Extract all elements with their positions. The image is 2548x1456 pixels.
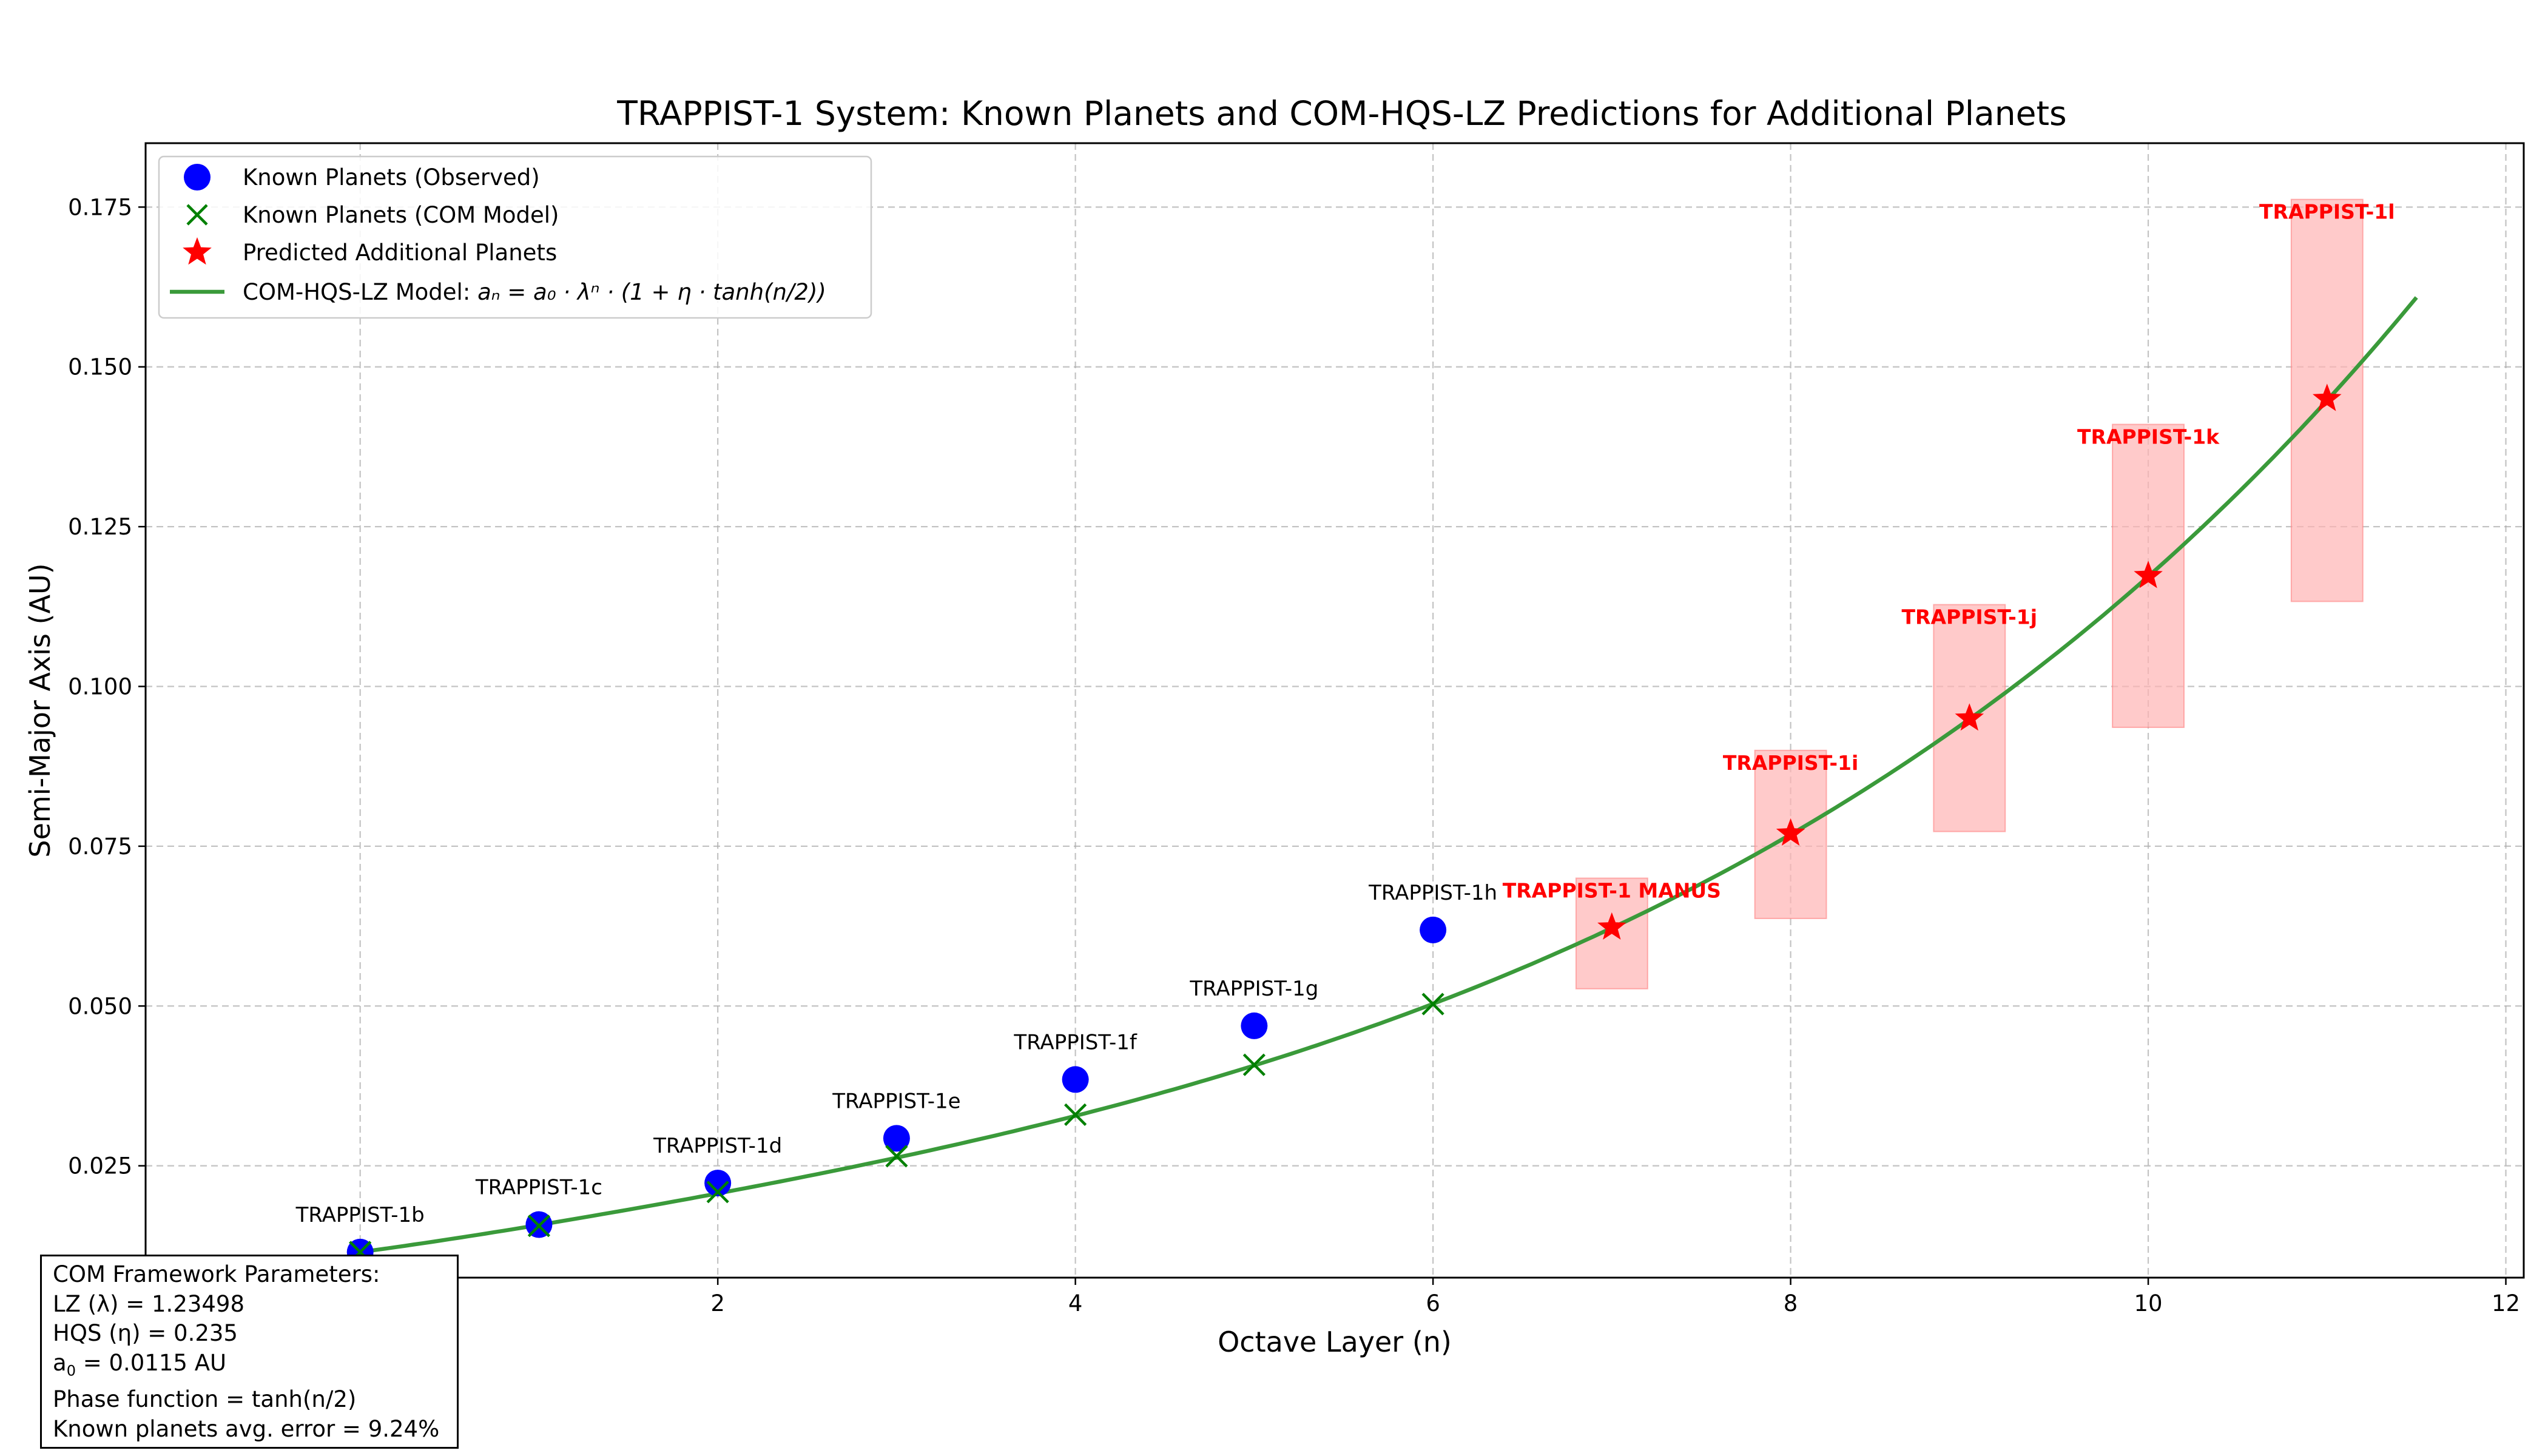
planet-label: TRAPPIST-1e (832, 1089, 960, 1113)
y-tick-label: 0.050 (68, 993, 132, 1019)
parameter-hqs: HQS (η) = 0.235 (53, 1320, 238, 1346)
predicted-planet-star (1955, 703, 1984, 731)
model-planet-marker (527, 1215, 551, 1238)
predicted-planet-star (1776, 818, 1805, 846)
predicted-planet-label: TRAPPIST-1 MANUS (1503, 879, 1721, 903)
planet-label: TRAPPIST-1f (1013, 1030, 1137, 1054)
axis-ticks: 0246810120.0250.0500.0750.1000.1250.1500… (68, 194, 2520, 1316)
legend-label: Predicted Additional Planets (243, 240, 557, 266)
x-tick-label: 12 (2492, 1290, 2520, 1316)
parameter-a0: a0 = 0.0115 AU (53, 1349, 446, 1386)
data-markers (346, 383, 2342, 1266)
parameter-lz: LZ (λ) = 1.23498 (53, 1290, 245, 1317)
legend-box (158, 155, 872, 319)
predicted-planet-star (2313, 383, 2342, 411)
predicted-planet-label: TRAPPIST-1l (2259, 200, 2395, 224)
y-tick-label: 0.125 (68, 514, 132, 540)
legend-predicted-icon (183, 237, 212, 265)
planet-label: TRAPPIST-1b (295, 1203, 425, 1227)
y-axis-label: Semi-Major Axis (AU) (24, 563, 56, 857)
planet-label: TRAPPIST-1d (653, 1134, 782, 1158)
legend-label: COM-HQS-LZ Model: aₙ = a₀ · λⁿ · (1 + η … (243, 279, 826, 305)
observed-planet-point (704, 1170, 732, 1197)
y-tick-label: 0.075 (68, 834, 132, 860)
legend-model-icon (186, 204, 208, 226)
observed-planet-point (1420, 916, 1447, 943)
legend-formula: aₙ = a₀ · λⁿ · (1 + η · tanh(n/2)) (477, 279, 826, 305)
parameter-error: Known planets avg. error = 9.24% (53, 1415, 440, 1442)
model-planet-marker (1421, 993, 1444, 1016)
predicted-planet-label: TRAPPIST-1i (1723, 751, 1859, 775)
y-tick-label: 0.100 (68, 673, 132, 699)
x-tick-label: 6 (1426, 1290, 1440, 1316)
chart-title: TRAPPIST-1 System: Known Planets and COM… (616, 94, 2066, 133)
y-tick-label: 0.025 (68, 1153, 132, 1179)
legend-label: Known Planets (Observed) (243, 164, 540, 190)
predicted-planet-star (1597, 912, 1626, 940)
x-tick-label: 4 (1068, 1290, 1083, 1316)
parameters-box: COM Framework Parameters: LZ (λ) = 1.234… (40, 1255, 459, 1449)
observed-planet-point (1241, 1012, 1268, 1039)
observed-planet-point (883, 1125, 910, 1152)
x-tick-label: 10 (2134, 1290, 2163, 1316)
legend: Known Planets (Observed) Known Planets (C… (158, 155, 872, 319)
parameter-a0-value: = 0.0115 AU (75, 1349, 227, 1376)
planet-label: TRAPPIST-1h (1368, 881, 1497, 905)
y-tick-label: 0.150 (68, 354, 132, 380)
legend-observed-icon (184, 164, 211, 190)
model-planet-marker (706, 1181, 729, 1204)
predicted-planet-label: TRAPPIST-1k (2077, 425, 2220, 449)
observed-planet-point (1062, 1066, 1089, 1093)
model-planet-marker (1064, 1103, 1087, 1126)
parameter-a0-subscript: 0 (66, 1361, 76, 1379)
parameter-phase: Phase function = tanh(n/2) (53, 1386, 357, 1413)
x-tick-label: 2 (710, 1290, 725, 1316)
legend-label: Known Planets (COM Model) (243, 202, 559, 228)
planet-label: TRAPPIST-1g (1189, 977, 1318, 1001)
predicted-planet-label: TRAPPIST-1j (1902, 605, 2038, 629)
parameters-title: COM Framework Parameters: (53, 1261, 380, 1287)
planet-label: TRAPPIST-1c (475, 1176, 602, 1200)
plot-frame (144, 142, 2525, 1279)
y-tick-label: 0.175 (68, 194, 132, 220)
x-tick-label: 8 (1784, 1290, 1798, 1316)
model-planet-marker (885, 1145, 908, 1168)
model-curve (360, 296, 2418, 1255)
model-curve-line (360, 296, 2418, 1255)
planet-labels: TRAPPIST-1b TRAPPIST-1c TRAPPIST-1d TRAPPIS… (295, 200, 2395, 1227)
predicted-planet-star (2134, 561, 2163, 588)
model-planet-marker (1242, 1053, 1266, 1076)
parameter-a0-symbol: a (53, 1349, 67, 1376)
x-axis-label: Octave Layer (n) (1218, 1326, 1452, 1358)
